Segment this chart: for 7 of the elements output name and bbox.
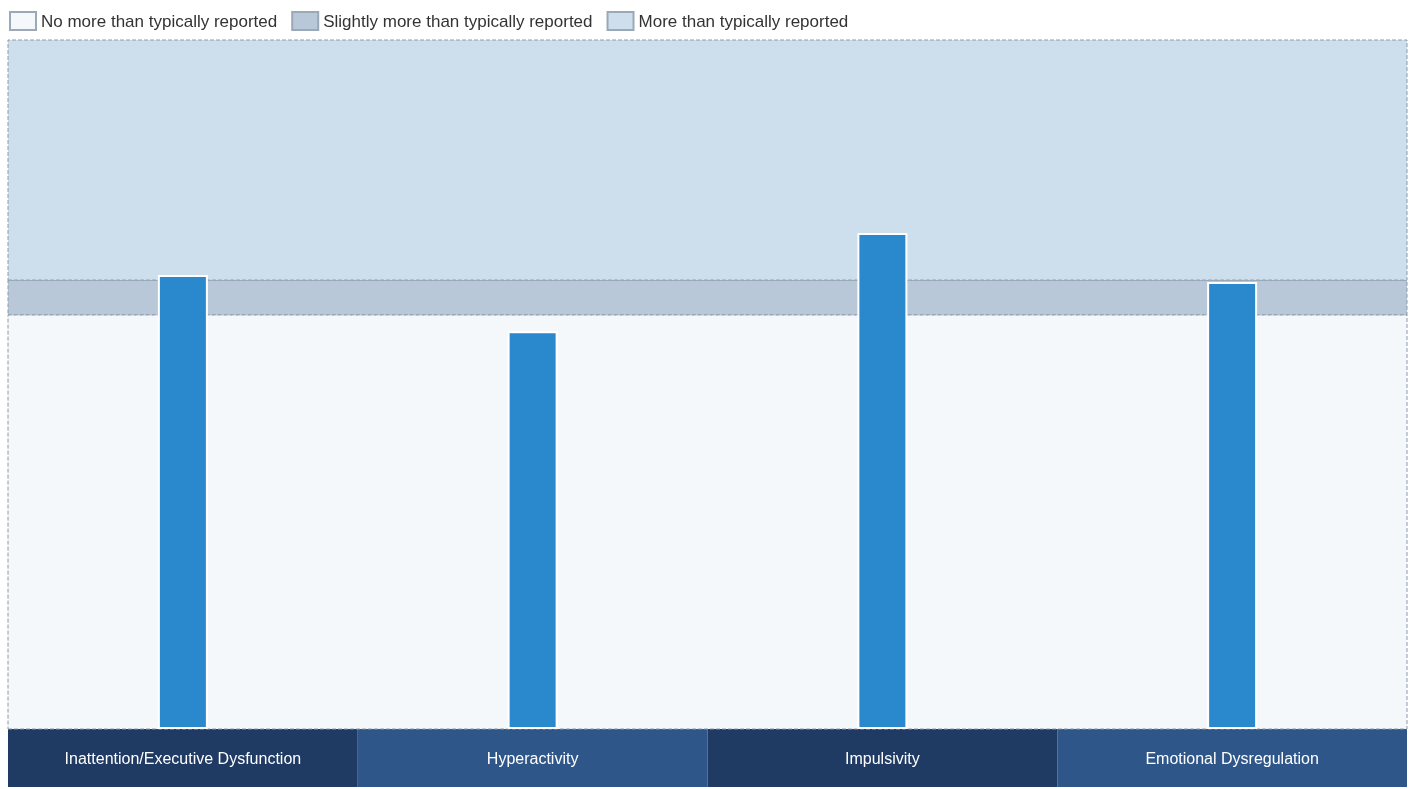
x-tick-label: Impulsivity	[845, 749, 920, 767]
legend-label: More than typically reported	[638, 11, 849, 31]
legend-label: Slightly more than typically reported	[323, 11, 593, 31]
x-tick-label: Hyperactivity	[486, 749, 579, 767]
legend-label: No more than typically reported	[41, 11, 278, 31]
x-tick-label: Emotional Dysregulation	[1145, 749, 1319, 767]
x-tick-label: Inattention/Executive Dysfunction	[64, 749, 302, 767]
